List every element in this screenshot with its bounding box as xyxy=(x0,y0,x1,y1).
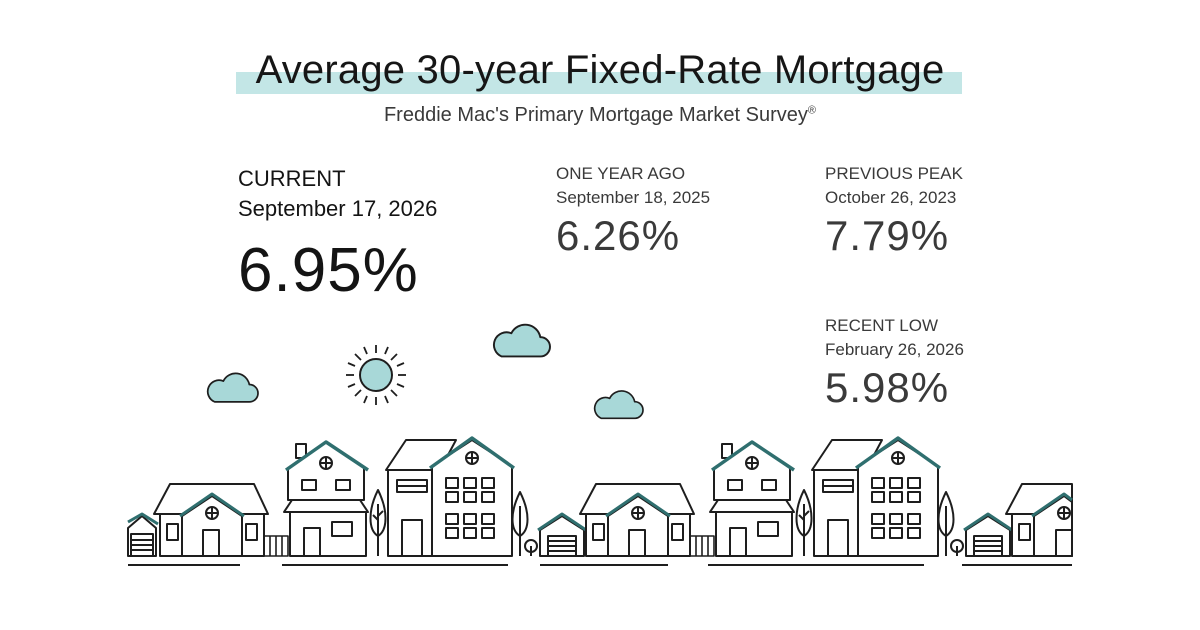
cloud-icon xyxy=(492,323,552,358)
stat-previous-peak-label: PREVIOUS PEAK xyxy=(825,164,963,183)
garage-icon xyxy=(963,512,1013,557)
house-icon xyxy=(1005,483,1073,557)
house-icon xyxy=(579,483,695,557)
stat-recent-low-label: RECENT LOW xyxy=(825,316,939,335)
house-icon xyxy=(153,483,269,557)
stat-current-label: CURRENT xyxy=(238,166,346,191)
fence xyxy=(689,535,715,557)
garage-icon xyxy=(127,512,159,557)
tree-icon xyxy=(511,491,538,556)
tree-icon xyxy=(795,489,813,556)
cloud-icon xyxy=(206,372,259,403)
stat-previous-peak-value: 7.79% xyxy=(825,212,950,259)
stat-one-year-ago-value: 6.26% xyxy=(556,212,681,259)
subtitle-text: Freddie Mac's Primary Mortgage Market Su… xyxy=(383,104,808,126)
house-icon xyxy=(811,436,942,557)
sun-icon xyxy=(346,345,406,405)
fence xyxy=(263,535,289,557)
house-icon xyxy=(709,440,795,557)
stat-current-value: 6.95% xyxy=(238,236,419,305)
stat-current-date: September 17, 2026 xyxy=(238,196,438,221)
stat-one-year-ago-label: ONE YEAR AGO xyxy=(556,164,686,183)
stat-previous-peak-date: October 26, 2023 xyxy=(825,188,957,207)
tree-icon xyxy=(937,491,964,556)
page-title: Average 30-year Fixed-Rate Mortgage xyxy=(255,48,945,92)
house-icon xyxy=(283,440,369,557)
stat-one-year-ago: ONE YEAR AGO September 18, 2025 6.26% xyxy=(556,162,710,258)
title-highlight xyxy=(236,72,962,94)
stat-recent-low: RECENT LOW February 26, 2026 5.98% xyxy=(825,314,964,410)
garage-icon xyxy=(537,512,587,557)
stat-one-year-ago-date: September 18, 2025 xyxy=(556,188,711,207)
stat-previous-peak: PREVIOUS PEAK October 26, 2023 7.79% xyxy=(825,162,963,258)
page-subtitle: Freddie Mac's Primary Mortgage Market Su… xyxy=(0,104,1200,127)
stat-current: CURRENT September 17, 2026 6.95% xyxy=(238,164,437,303)
house-icon xyxy=(385,436,516,557)
stat-recent-low-value: 5.98% xyxy=(825,364,950,411)
stat-recent-low-date: February 26, 2026 xyxy=(825,340,964,359)
tree-icon xyxy=(369,489,387,556)
registered-mark: ® xyxy=(807,104,817,117)
cloud-icon xyxy=(593,390,644,420)
